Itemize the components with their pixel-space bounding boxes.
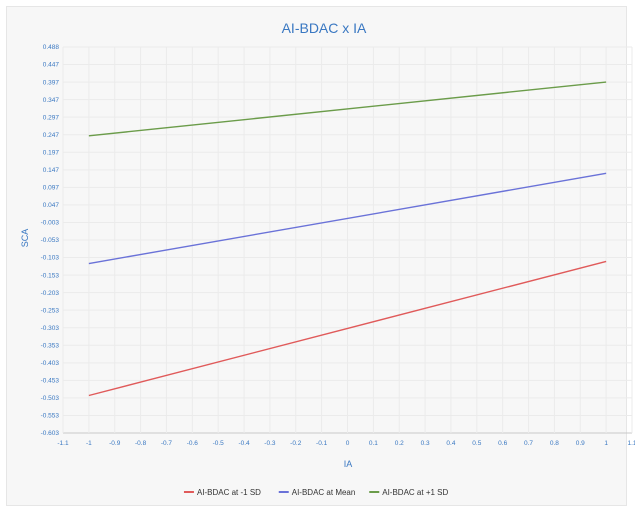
y-tick-label: -0.003 [41, 220, 60, 227]
series [88, 81, 607, 397]
y-tick-label: 0.197 [43, 149, 60, 156]
chart-frame [6, 6, 627, 506]
y-tick-label: 0.247 [43, 132, 60, 139]
x-tick-label: -1.1 [57, 440, 69, 447]
x-tick-label: 0.2 [395, 440, 404, 447]
legend-label: AI-BDAC at Mean [292, 488, 356, 497]
series-line [88, 260, 607, 397]
chart-title: AI-BDAC x IA [282, 20, 367, 36]
legend-label: AI-BDAC at +1 SD [382, 488, 448, 497]
y-tick-label: -0.153 [41, 272, 60, 279]
x-tick-label: 0.3 [421, 440, 430, 447]
y-tick-label: -0.303 [41, 325, 60, 332]
x-tick-label: 0.8 [550, 440, 559, 447]
x-tick-label: -0.2 [290, 440, 302, 447]
y-tick-label: -0.203 [41, 290, 60, 297]
x-tick-label: -1 [86, 440, 92, 447]
y-tick-label: -0.553 [41, 413, 60, 420]
y-tick-label: -0.103 [41, 255, 60, 262]
x-tick-label: 0.1 [369, 440, 378, 447]
x-tick-label: 1.1 [627, 440, 635, 447]
x-tick-label: -0.1 [316, 440, 328, 447]
x-tick-label: 0.6 [498, 440, 507, 447]
y-axis-label: SCA [20, 229, 30, 248]
series-line [88, 172, 607, 265]
legend-label: AI-BDAC at -1 SD [197, 488, 261, 497]
x-tick-label: -0.5 [213, 440, 225, 447]
x-tick-label: 0.4 [446, 440, 455, 447]
y-tick-label: 0.097 [43, 185, 60, 192]
x-tick-label: 0.9 [576, 440, 585, 447]
legend: AI-BDAC at -1 SD AI-BDAC at Mean AI-BDAC a… [183, 488, 448, 497]
y-tick-label: 0.447 [43, 62, 60, 69]
y-tick-label: 0.347 [43, 97, 60, 104]
y-tick-label: -0.053 [41, 237, 60, 244]
grid [62, 46, 633, 434]
series-line [88, 81, 607, 137]
x-tick-label: 0.5 [472, 440, 481, 447]
y-tick-label: -0.453 [41, 378, 60, 385]
x-tick-label: -0.7 [161, 440, 173, 447]
y-tick-label: -0.603 [41, 430, 60, 437]
x-axis-label: IA [344, 459, 353, 469]
x-tick-label: -0.3 [264, 440, 276, 447]
y-tick-label: 0.147 [43, 167, 60, 174]
y-tick-label: -0.253 [41, 307, 60, 314]
y-tick-label: -0.403 [41, 360, 60, 367]
x-tick-label: -0.6 [187, 440, 199, 447]
x-tick-label: -0.9 [109, 440, 121, 447]
x-tick-label: 0 [346, 440, 350, 447]
y-tick-label: -0.353 [41, 342, 60, 349]
x-tick-label: 1 [604, 440, 608, 447]
tick-labels: 0.488 0.447 0.397 0.347 0.297 0.247 0.197 0.147… [41, 44, 635, 447]
x-tick-label: 0.7 [524, 440, 533, 447]
y-tick-label: 0.488 [43, 44, 60, 51]
y-tick-label: 0.297 [43, 114, 60, 121]
y-tick-label: 0.397 [43, 79, 60, 86]
y-tick-label: 0.047 [43, 202, 60, 209]
y-tick-label: -0.503 [41, 395, 60, 402]
x-tick-label: -0.4 [238, 440, 250, 447]
x-tick-label: -0.8 [135, 440, 147, 447]
